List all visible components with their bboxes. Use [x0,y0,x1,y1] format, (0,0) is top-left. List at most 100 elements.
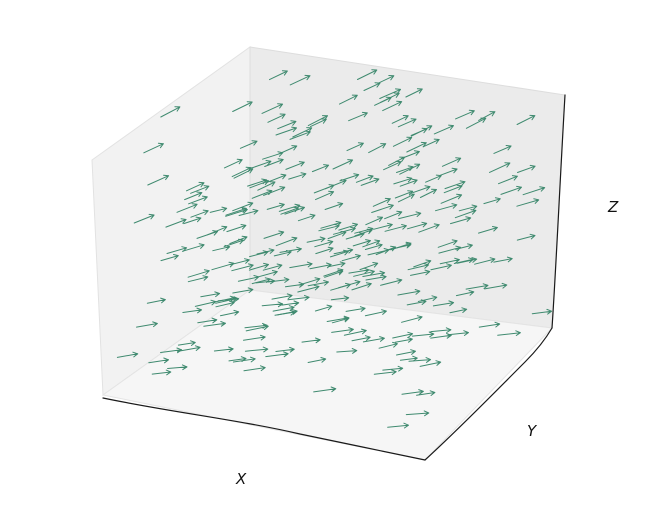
quiver-arrow [167,364,188,371]
quiver-arrow [332,159,354,170]
quiver-arrow [190,209,209,218]
quiver-arrow [275,346,295,353]
quiver-arrow [447,330,469,336]
quiver-arrow [392,331,414,339]
quiver-arrow [384,210,403,220]
quiver-arrow [397,118,417,128]
quiver-arrow [339,94,358,105]
quiver-arrow [517,164,536,173]
quiver-arrow [182,307,203,314]
quiver-arrow [288,172,307,180]
quiver-arrow [367,248,390,256]
quiver-arrow [329,249,349,258]
quiver-arrow [244,346,269,353]
quiver-arrow [332,226,356,235]
quiver-arrow [384,224,407,232]
quiver-arrow [279,246,302,253]
quiver-arrow [399,355,418,362]
quiver-arrow [232,201,254,212]
quiver-arrow [430,263,452,271]
quiver-arrow [273,250,292,257]
quiver-arrow [364,309,387,317]
quiver-arrow [401,389,424,395]
quiver-arrow [184,191,203,201]
quiver-arrow [200,291,221,298]
quiver-arrow [160,254,179,262]
quiver-arrow [301,337,321,344]
quiver-arrow [410,127,428,136]
quiver-arrow [262,151,284,160]
quiver-arrow [147,174,170,186]
quiver-arrow [411,331,435,338]
quiver-arrow [311,164,330,173]
quiver-arrow [275,236,298,247]
quiver-arrow [324,269,344,278]
quiver-arrow [324,202,344,210]
quiver-arrow [146,297,166,304]
y-axis-line [424,327,553,461]
quiver-arrow [232,287,254,294]
quiver-arrow [285,281,305,288]
quiver-arrow [390,241,412,251]
quiver-arrow [493,256,513,263]
quiver-arrow [257,181,276,191]
quiver-arrow [392,136,413,147]
quiver-arrow [422,138,440,148]
quiver-arrow [203,321,226,327]
quiver-arrow [277,120,297,130]
quiver-arrow [133,213,155,224]
quiver-arrow [412,185,431,194]
quiver-arrow [354,226,374,234]
quiver-arrow [408,357,432,363]
quiver-arrow [449,307,468,314]
quiver-arrow [478,321,501,328]
quiver-arrow [314,239,334,248]
quiver-arrow [148,357,169,364]
quiver-arrow [359,262,379,271]
quiver-arrow [341,254,361,262]
quiver-arrow [516,198,540,207]
quiver-arrow [450,216,472,225]
quiver-arrow [177,345,201,352]
quiver-arrow [327,261,346,268]
quiver-arrow [497,330,521,336]
quiver-arrow [405,410,430,417]
quiver-arrow [272,305,295,312]
quiver-arrow [263,230,285,239]
quiver-arrow [265,351,289,358]
quiver-arrow [166,246,188,254]
quiver-arrow [280,206,299,215]
quiver-arrow [474,257,496,265]
quiver-arrow [330,295,350,302]
quiver-arrow [455,290,475,297]
quiver-arrow [245,324,269,332]
quiver-arrow [419,360,442,367]
quiver-arrow [439,257,460,265]
quiver-arrow [307,115,328,127]
quiver-arrow [346,142,364,152]
quiver-arrow [284,206,305,215]
quiver-arrow [274,309,296,316]
quiver-arrow [313,184,335,194]
quiver-arrow [465,283,489,290]
right-back-pane [249,46,566,329]
quiver-arrow [330,282,351,291]
quiver-arrow [177,340,196,346]
quiver-arrow [232,101,253,112]
quiver-arrow [116,351,139,358]
quiver-arrow [440,193,463,204]
quiver-arrow [399,163,421,175]
quiver-arrow [183,216,202,225]
quiver-arrow [343,328,367,336]
quiver-arrow [176,203,198,213]
quiver-arrow [355,174,374,183]
quiver-arrow [437,239,458,248]
arrow-layer [116,69,553,429]
quiver-arrow [438,245,462,254]
quiver-arrow [292,127,313,138]
quiver-arrow [410,269,431,276]
quiver-arrow [281,300,300,307]
quiver-arrow [238,208,259,216]
quiver-arrow [256,270,278,278]
